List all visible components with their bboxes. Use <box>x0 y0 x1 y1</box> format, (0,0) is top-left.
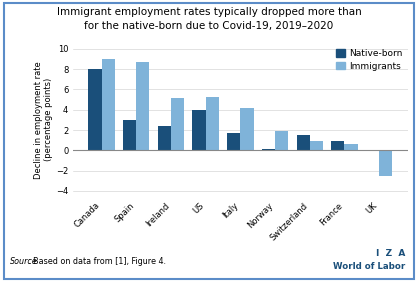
Bar <box>296 135 310 150</box>
Y-axis label: Decline in employment rate
(percentage points): Decline in employment rate (percentage p… <box>34 61 53 179</box>
Bar <box>102 59 115 150</box>
Text: Source: Source <box>10 257 38 266</box>
Bar <box>192 110 206 150</box>
Bar <box>310 141 323 150</box>
Bar <box>136 62 149 150</box>
Text: : Based on data from [1], Figure 4.: : Based on data from [1], Figure 4. <box>28 257 166 266</box>
Bar <box>344 144 358 150</box>
Text: I  Z  A: I Z A <box>376 249 405 258</box>
Bar <box>275 131 288 150</box>
Bar <box>379 150 393 176</box>
Text: World of Labor: World of Labor <box>333 262 405 271</box>
Legend: Native-born, Immigrants: Native-born, Immigrants <box>335 48 403 72</box>
Bar <box>240 108 254 150</box>
Bar <box>206 96 219 150</box>
Bar <box>262 149 275 150</box>
Bar <box>331 141 344 150</box>
Bar <box>227 133 240 150</box>
Text: for the native-born due to Covid-19, 2019–2020: for the native-born due to Covid-19, 201… <box>84 21 334 31</box>
Bar <box>158 126 171 150</box>
Bar <box>171 98 184 150</box>
Bar <box>88 69 102 150</box>
Text: Immigrant employment rates typically dropped more than: Immigrant employment rates typically dro… <box>56 7 362 17</box>
Bar <box>123 120 136 150</box>
